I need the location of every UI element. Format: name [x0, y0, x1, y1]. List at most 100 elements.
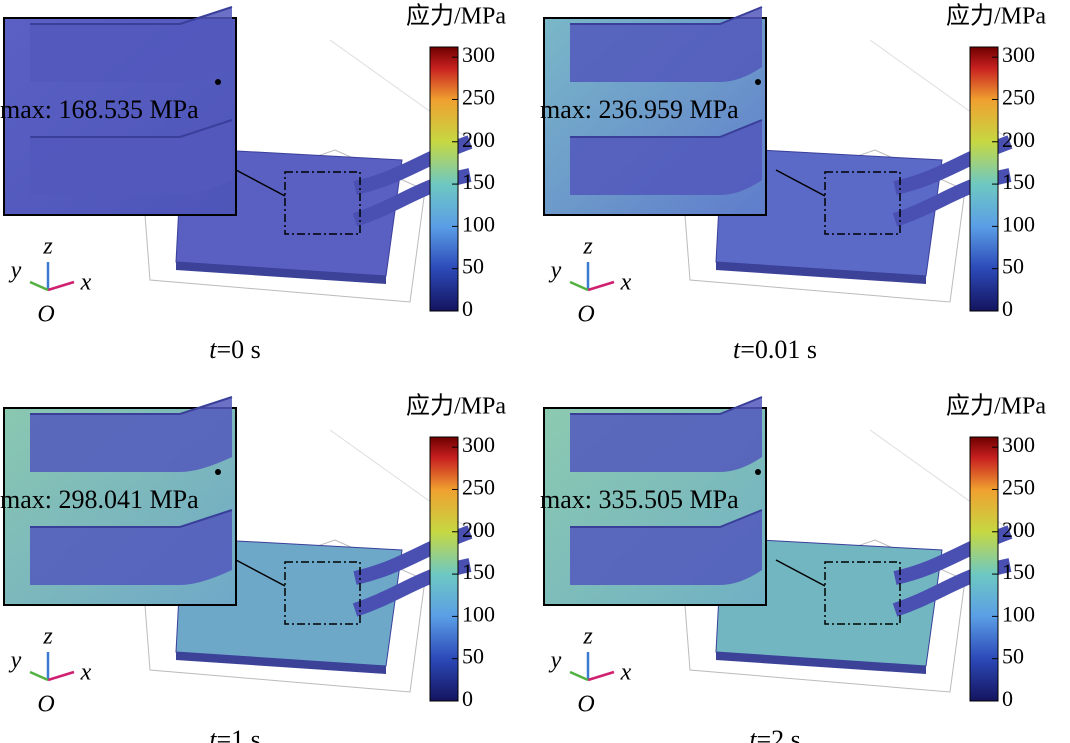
time-var: t: [733, 335, 741, 364]
colorbar-tick-label: 300: [1002, 432, 1035, 457]
colorbar-tick-label: 300: [1002, 42, 1035, 67]
colorbar-tick-label: 250: [462, 475, 495, 500]
time-label: t=1 s: [209, 725, 261, 743]
axis-label: y: [9, 258, 22, 284]
colorbar-title: 应力/MPa: [946, 393, 1046, 420]
time-label: t=0 s: [209, 335, 261, 364]
detail-box: [284, 171, 361, 235]
axis-label: x: [80, 660, 92, 686]
colorbar-tick-label: 100: [1002, 211, 1035, 236]
channel: [30, 397, 232, 472]
channel-top: [30, 6, 233, 25]
leader: [775, 169, 826, 197]
colorbar: [429, 436, 459, 702]
colorbar-tick-label: 100: [462, 211, 495, 236]
time-var: t: [209, 335, 217, 364]
colorbar-tick-label: 50: [1002, 254, 1024, 279]
axis-label: z: [582, 624, 593, 650]
axis-y: [29, 280, 49, 292]
channel-top: [30, 396, 233, 415]
axis-label: O: [577, 692, 594, 718]
colorbar-tick-label: 0: [1002, 686, 1013, 711]
colorbar-tick-label: 0: [462, 296, 473, 321]
detail-box: [824, 171, 901, 235]
colorbar-tick-label: 150: [1002, 559, 1035, 584]
colorbar-tick-label: 100: [1002, 601, 1035, 626]
colorbar-tick-label: 0: [1002, 296, 1013, 321]
detail-box: [824, 561, 901, 625]
axis-label: O: [37, 692, 54, 718]
detail-box: [284, 561, 361, 625]
channel-top: [30, 119, 233, 138]
max-label: max: 298.041 MPa: [0, 485, 199, 514]
time-value: =2 s: [756, 725, 800, 743]
channel: [30, 120, 232, 195]
panel: max: 168.535 MPa zy xOt=0 s 应力/MPa 0 50 100 150…: [0, 3, 506, 364]
colorbar-tick-label: 250: [1002, 475, 1035, 500]
time-value: =1 s: [216, 725, 260, 743]
panel: max: 298.041 MPa zy xOt=1 s 应力/MPa 0 50 100 150…: [0, 393, 506, 743]
colorbar-tick-label: 200: [1002, 517, 1035, 542]
time-label: t=2 s: [749, 725, 801, 743]
axis-x: [47, 280, 75, 292]
axis-x: [587, 280, 615, 292]
axis-y: [569, 670, 589, 682]
panel: max: 236.959 MPa zy xOt=0.01 s 应力/MPa 0 50 100…: [540, 3, 1046, 364]
plate-side: [716, 652, 926, 674]
colorbar-tick-label: 50: [462, 644, 484, 669]
channel: [570, 120, 762, 195]
time-label: t=0.01 s: [733, 335, 817, 364]
colorbar-tick-label: 150: [462, 559, 495, 584]
plate-side: [176, 652, 386, 674]
colorbar-tick-label: 200: [462, 127, 495, 152]
plate-side: [176, 262, 386, 284]
time-value: =0.01 s: [740, 335, 817, 364]
axis-y: [29, 670, 49, 682]
max-label: max: 168.535 MPa: [0, 95, 199, 124]
max-label: max: 335.505 MPa: [540, 485, 739, 514]
channel: [570, 7, 762, 82]
channel: [570, 397, 762, 472]
axis-x: [47, 670, 75, 682]
panel: max: 335.505 MPa zy xOt=2 s 应力/MPa 0 50 100 150…: [540, 393, 1046, 743]
colorbar-title: 应力/MPa: [946, 3, 1046, 30]
time-value: =0 s: [216, 335, 260, 364]
colorbar-tick-label: 50: [462, 254, 484, 279]
colorbar-title: 应力/MPa: [406, 393, 506, 420]
axis-label: y: [549, 648, 562, 674]
channel-top: [570, 6, 763, 25]
channel-top: [570, 509, 763, 528]
colorbar-tick-label: 150: [462, 169, 495, 194]
channel-top: [570, 396, 763, 415]
axis-label: z: [42, 234, 53, 260]
axis-label: z: [42, 624, 53, 650]
colorbar-tick-label: 150: [1002, 169, 1035, 194]
axis-label: x: [80, 270, 92, 296]
colorbar: [429, 46, 459, 312]
colorbar-tick-label: 200: [1002, 127, 1035, 152]
colorbar-tick-label: 100: [462, 601, 495, 626]
axis-label: O: [37, 302, 54, 328]
channel: [30, 510, 232, 585]
colorbar-title: 应力/MPa: [406, 3, 506, 30]
channel-top: [30, 509, 233, 528]
colorbar-tick-label: 300: [462, 432, 495, 457]
colorbar-tick-label: 200: [462, 517, 495, 542]
time-var: t: [749, 725, 757, 743]
colorbar-tick-label: 250: [462, 85, 495, 110]
axis-label: y: [549, 258, 562, 284]
axis-label: z: [582, 234, 593, 260]
colorbar: [969, 436, 999, 702]
leader: [235, 559, 286, 587]
leader: [235, 169, 286, 197]
max-marker: [215, 469, 221, 475]
axis-label: x: [620, 660, 632, 686]
max-marker: [215, 79, 221, 85]
axis-y: [569, 280, 589, 292]
axis-label: x: [620, 270, 632, 296]
axis-x: [587, 670, 615, 682]
plate-side: [716, 262, 926, 284]
axis-label: O: [577, 302, 594, 328]
colorbar-tick-label: 50: [1002, 644, 1024, 669]
colorbar-tick-label: 250: [1002, 85, 1035, 110]
